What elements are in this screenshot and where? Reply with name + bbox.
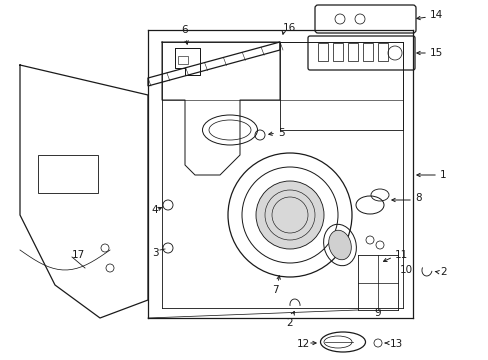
Text: 2: 2 xyxy=(439,267,446,277)
Text: 1: 1 xyxy=(439,170,446,180)
Text: 13: 13 xyxy=(389,339,403,349)
Circle shape xyxy=(256,181,324,249)
Text: 15: 15 xyxy=(429,48,442,58)
Bar xyxy=(347,43,357,61)
Text: 17: 17 xyxy=(72,250,85,260)
Bar xyxy=(377,43,387,61)
Bar xyxy=(317,43,327,61)
Text: 4: 4 xyxy=(151,205,158,215)
Text: 10: 10 xyxy=(399,265,412,275)
Text: 11: 11 xyxy=(394,250,407,260)
Text: 14: 14 xyxy=(429,10,442,20)
Text: 6: 6 xyxy=(182,25,188,35)
Text: 2: 2 xyxy=(286,318,293,328)
Bar xyxy=(362,43,372,61)
Bar xyxy=(178,56,187,64)
Text: 12: 12 xyxy=(296,339,309,349)
Text: 3: 3 xyxy=(151,248,158,258)
Bar xyxy=(332,43,342,61)
Bar xyxy=(38,155,98,193)
Text: 16: 16 xyxy=(283,23,296,33)
Text: 8: 8 xyxy=(414,193,421,203)
Ellipse shape xyxy=(328,230,350,260)
Text: 5: 5 xyxy=(278,128,284,138)
Text: 9: 9 xyxy=(374,308,381,318)
Text: 7: 7 xyxy=(271,285,278,295)
